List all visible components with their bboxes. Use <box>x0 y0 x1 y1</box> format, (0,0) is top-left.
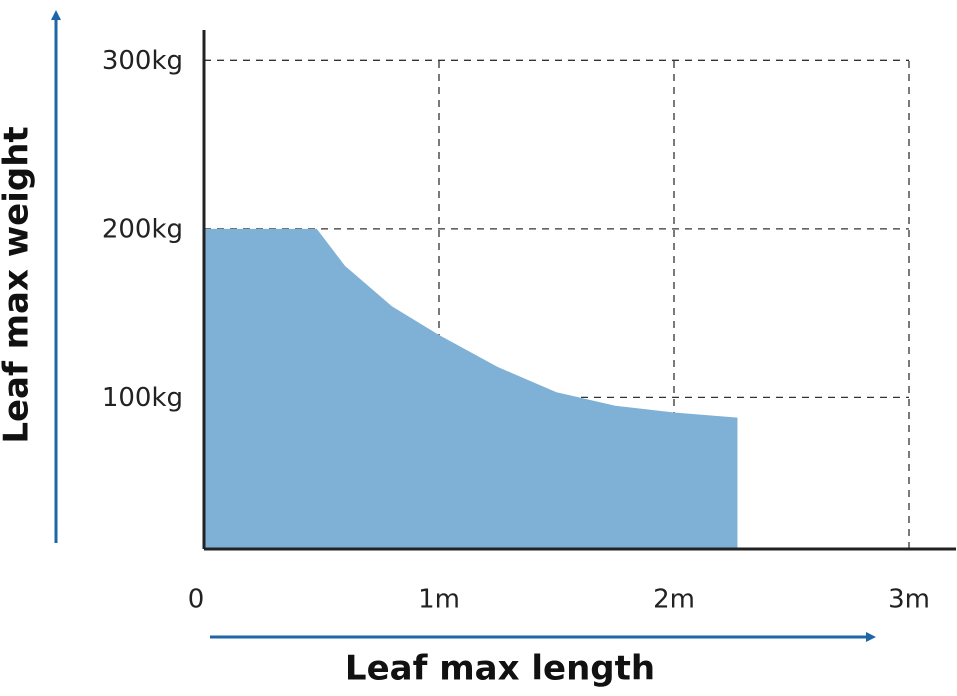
y-tick-label: 300kg <box>102 46 183 76</box>
x-tick-label: 1m <box>418 585 460 615</box>
x-tick-label: 2m <box>653 585 695 615</box>
y-tick-label: 100kg <box>102 383 183 413</box>
x-tick-label: 0 <box>188 585 205 615</box>
plot <box>204 228 738 550</box>
x-axis-title: Leaf max length <box>345 649 655 689</box>
y-axis-title: Leaf max weight <box>0 126 37 443</box>
y-tick-label: 200kg <box>102 214 183 244</box>
area <box>204 228 738 550</box>
x-tick-label: 3m <box>888 585 930 615</box>
